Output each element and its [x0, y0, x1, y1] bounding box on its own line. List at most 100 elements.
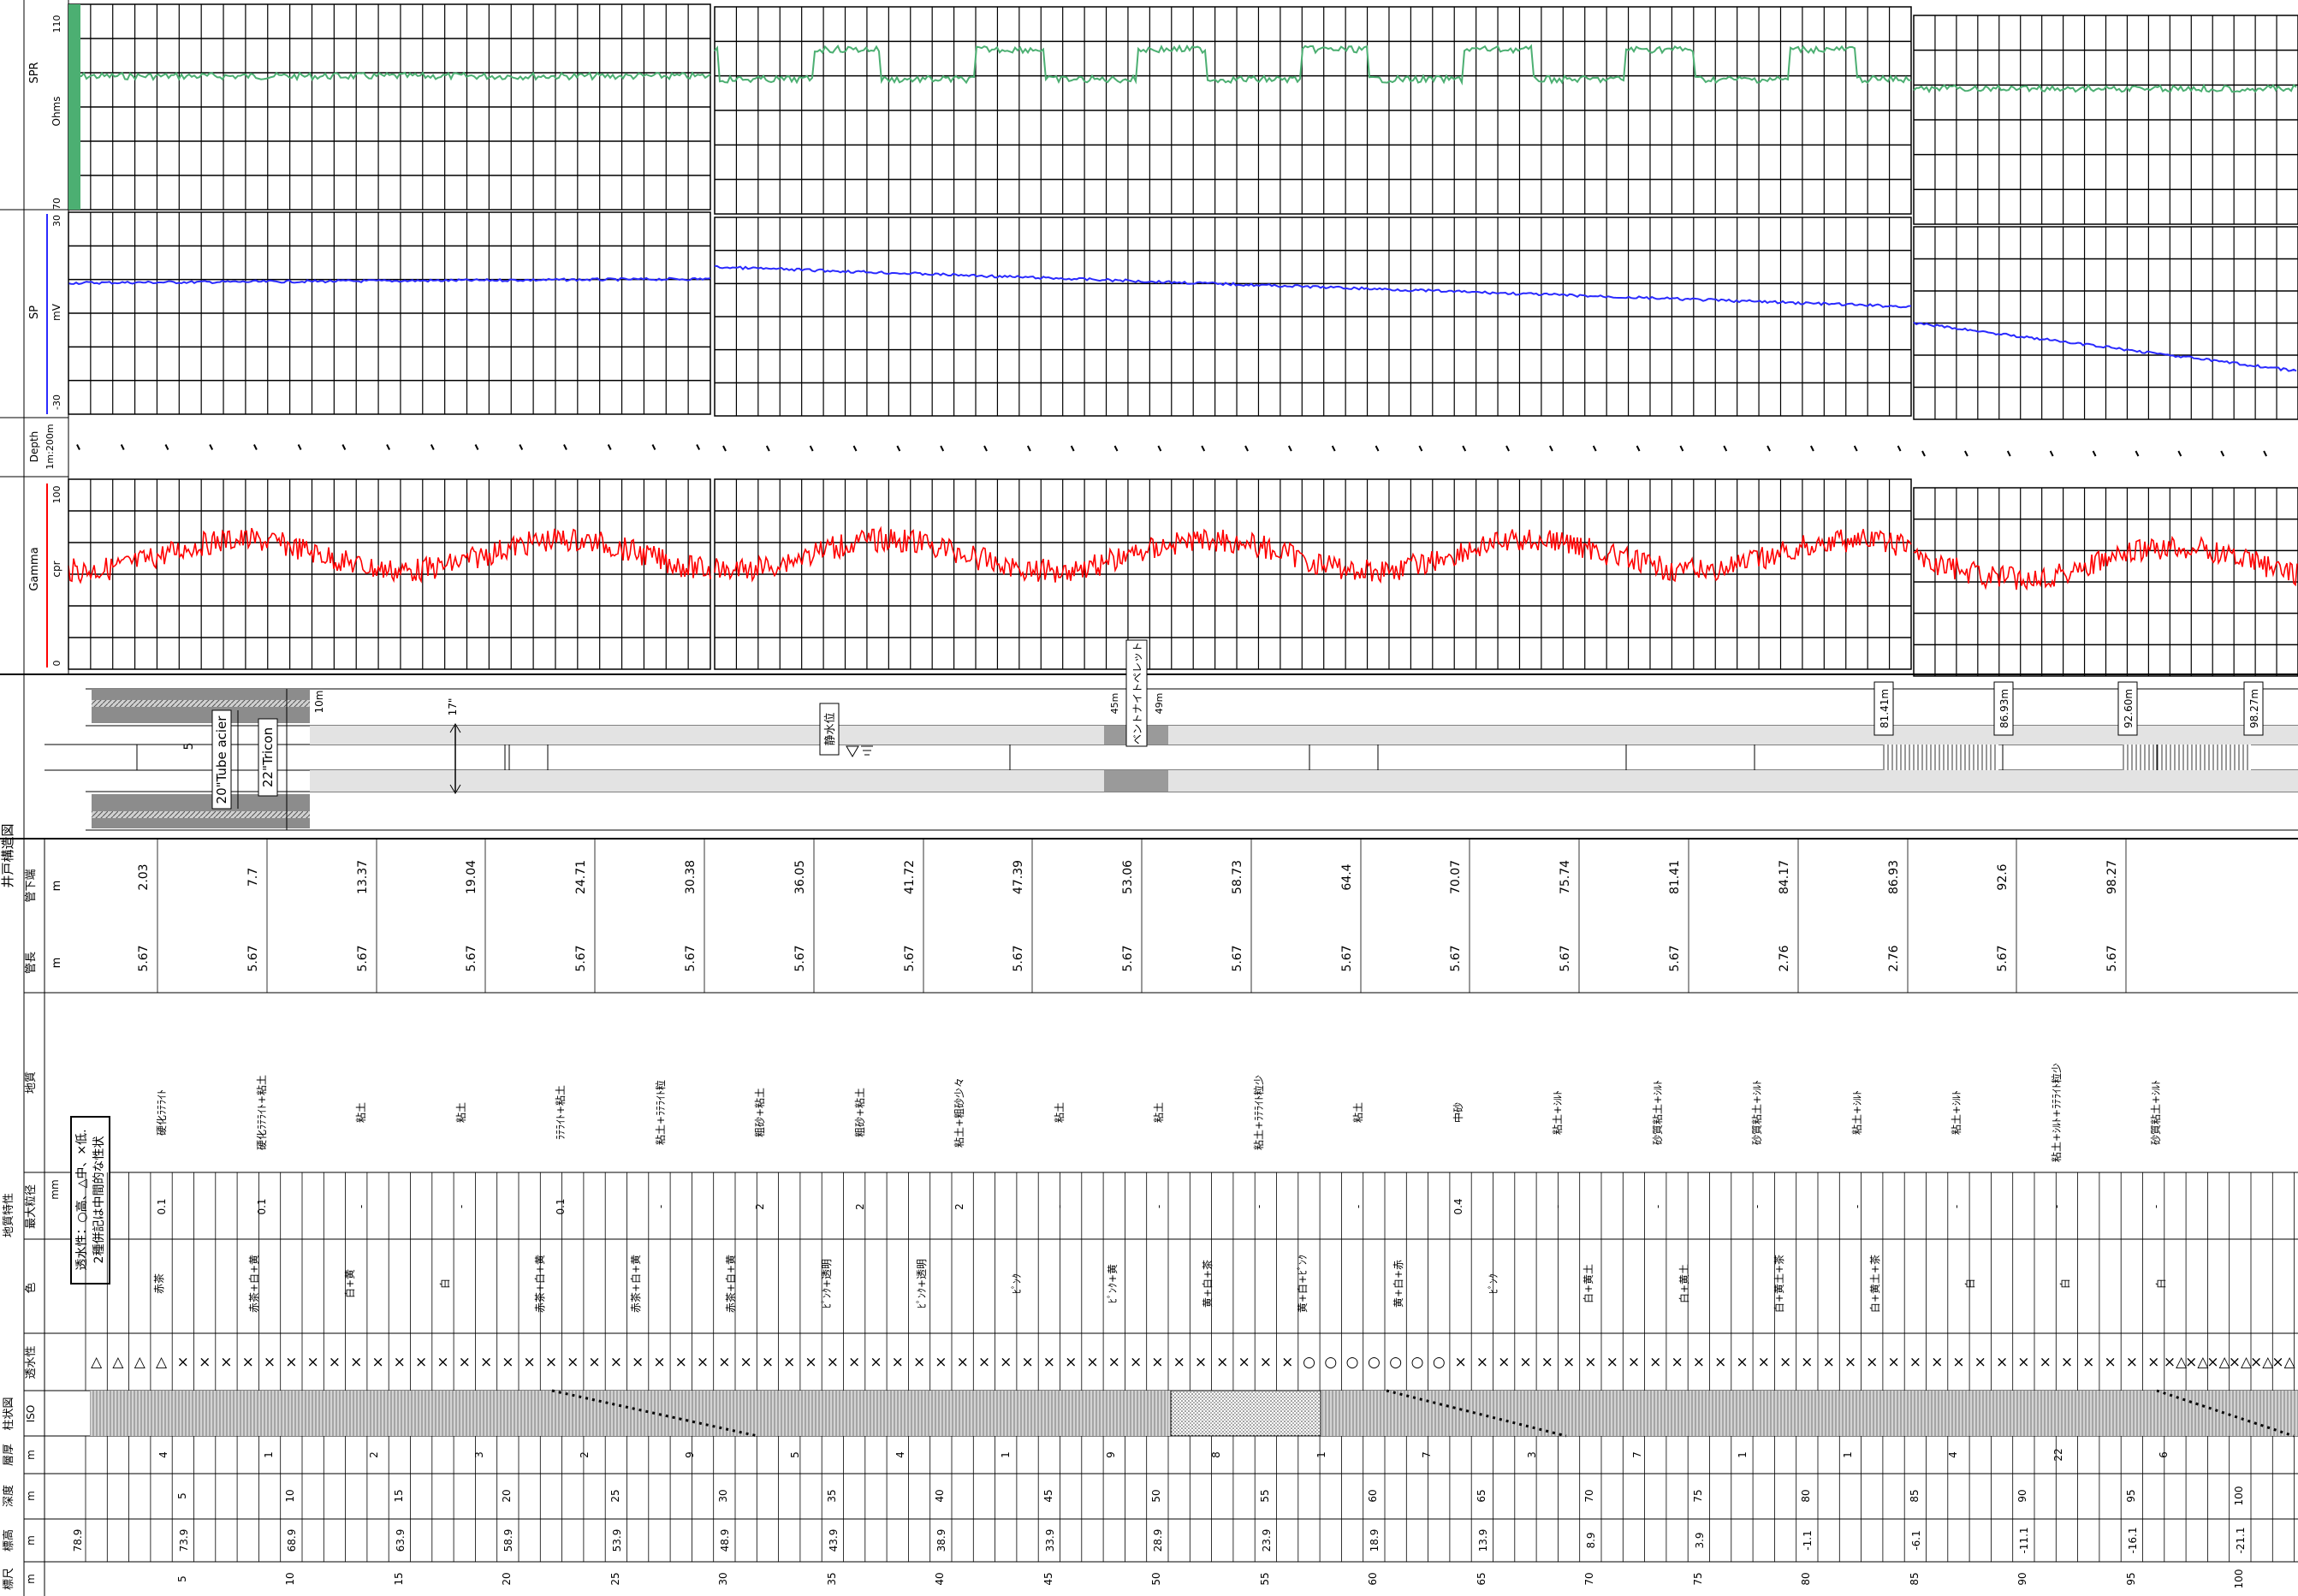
spr-fill-bar [68, 4, 80, 210]
color-12: 黄+白+茶 [1201, 1260, 1214, 1308]
color-6: 赤茶+白+黄 [629, 1255, 642, 1313]
depth-tick-10: 50 [1150, 1489, 1162, 1502]
scale-tick-17: 85 [1909, 1572, 1921, 1585]
screen-label-2: 86.93m [1998, 689, 2010, 728]
unit-layer-thickness: m [25, 1450, 37, 1460]
depth-tick-16: 80 [1800, 1489, 1812, 1502]
permeability-symbol-10: × [285, 1354, 297, 1371]
pipe-bottom-17: 86.93 [1887, 860, 1901, 894]
depth-tick-11: 55 [1259, 1489, 1271, 1502]
color-19: 白+黄土+茶 [1868, 1255, 1881, 1313]
layer-thickness-10: 9 [1105, 1451, 1117, 1458]
permeability-symbol-15: × [394, 1354, 406, 1371]
permeability-symbol-74: × [1671, 1354, 1683, 1371]
spr-curve-2 [714, 44, 1912, 86]
permeability-symbol-19: × [480, 1354, 492, 1371]
spr-track-name: SPR [28, 62, 41, 83]
color-14: 黄+白+赤 [1392, 1260, 1404, 1308]
permeability-symbol-82: × [1844, 1354, 1856, 1371]
spr-curve-3 [1913, 83, 2297, 94]
grain-6: - [655, 1205, 667, 1208]
permeability-symbol-83: × [1866, 1354, 1878, 1371]
pipe-bottom-3: 13.37 [356, 860, 370, 894]
scale-tick-12: 60 [1367, 1572, 1379, 1585]
pipe-bottom-4: 19.04 [465, 860, 478, 894]
spr-curve-1 [68, 71, 711, 82]
permeability-symbol-48: × [1108, 1354, 1120, 1371]
depth-tick-19: 95 [2125, 1489, 2137, 1502]
pipe-length-2: 5.67 [246, 945, 260, 971]
layer-thickness-1: 4 [157, 1451, 169, 1458]
pipe-bottom-9: 47.39 [1012, 860, 1025, 894]
elevation-19: -11.1 [2018, 1527, 2030, 1553]
layer-thickness-6: 9 [684, 1451, 696, 1458]
unit-depth: m [25, 1491, 37, 1501]
screen-2 [2123, 745, 2251, 770]
color-1: 赤茶 [152, 1273, 165, 1294]
permeability-symbol-93: × [2082, 1354, 2094, 1371]
gamma-curve-3 [1913, 535, 2298, 591]
gamma-min-label: 0 [51, 661, 62, 667]
label-geology-characteristics: 地質特性 [3, 1193, 15, 1237]
pipe-length-11: 5.67 [1231, 945, 1244, 971]
unit-iso: ISO [25, 1405, 37, 1423]
permeability-symbol-58: ○ [1324, 1354, 1337, 1371]
depth-tick-3: 15 [393, 1489, 405, 1502]
grain-1: 0.1 [156, 1198, 168, 1214]
pipe-length-6: 5.67 [684, 945, 698, 971]
permeability-symbol-76: × [1714, 1354, 1726, 1371]
permeability-symbol-33: × [783, 1354, 795, 1371]
permeability-symbol-5: × [177, 1354, 189, 1371]
depth-tick-6: 30 [717, 1489, 729, 1502]
permeability-symbol-14: × [371, 1354, 383, 1371]
grain-3: - [355, 1205, 367, 1208]
sp-track-name: SP [28, 306, 41, 319]
layer-thickness-9: 1 [1000, 1451, 1012, 1458]
permeability-symbol-81: × [1823, 1354, 1835, 1371]
pipe-bottom-19: 98.27 [2105, 860, 2119, 894]
permeability-symbol-35: × [827, 1354, 839, 1371]
permeability-symbol-69: × [1563, 1354, 1575, 1371]
color-3: 白+黄 [343, 1269, 356, 1298]
permeability-symbol-21: × [523, 1354, 535, 1371]
permeability-symbol-51: × [1173, 1354, 1185, 1371]
scale-tick-1: 5 [176, 1575, 188, 1582]
permeability-symbol-94: × [2104, 1354, 2116, 1371]
water-level-icon [846, 745, 859, 757]
color-13: 黄+白+ﾋﾟﾝｸ [1296, 1255, 1309, 1313]
geology-2: 硬化ﾗﾃﾗｲﾄ+粘土 [255, 1075, 268, 1150]
permeability-symbol-102: ×△ [2271, 1354, 2295, 1371]
diameter-label: 17" [447, 698, 459, 716]
permeability-symbol-72: × [1628, 1354, 1640, 1371]
depth-tick-15: 75 [1692, 1489, 1704, 1502]
pipe-bottom-16: 84.17 [1778, 860, 1791, 894]
permeability-symbol-92: × [2061, 1354, 2073, 1371]
grain-8: 2 [854, 1203, 866, 1210]
permeability-symbol-64: × [1454, 1354, 1466, 1371]
permeability-symbol-87: × [1952, 1354, 1964, 1371]
color-22: 白 [2154, 1279, 2167, 1289]
permeability-symbol-6: × [199, 1354, 211, 1371]
layer-thickness-5: 2 [579, 1451, 591, 1458]
permeability-symbol-86: × [1931, 1354, 1943, 1371]
pipe-bottom-8: 41.72 [903, 860, 917, 894]
geology-10: 粘土 [1053, 1102, 1066, 1123]
static-water-label: 静水位 [824, 712, 837, 745]
permeability-symbol-79: × [1779, 1354, 1791, 1371]
permeability-symbol-68: × [1541, 1354, 1553, 1371]
label-column: 柱状図 [3, 1397, 15, 1430]
permeability-symbol-61: ○ [1389, 1354, 1402, 1371]
depth-track-unit: 1m:200m [45, 424, 56, 469]
permeability-symbol-84: × [1887, 1354, 1899, 1371]
permeability-symbol-96: × [2147, 1354, 2159, 1371]
layer-thickness-15: 7 [1631, 1451, 1643, 1458]
pipe-length-3: 5.67 [356, 945, 370, 971]
data-table: 管下端 m 管長 m 地質特性 地質 最大粒径 mm 色 透水性 柱状図 ISO… [0, 838, 2298, 1590]
color-5: 赤茶+白+黄 [533, 1255, 546, 1313]
pipe-bottom-13: 70.07 [1449, 860, 1463, 894]
sp-min-label: -30 [51, 395, 62, 410]
grain-9: 2 [953, 1203, 965, 1210]
label-permeability: 透水性 [25, 1345, 38, 1379]
pipe-bottom-18: 92.6 [1996, 863, 2010, 890]
geology-4: 粘土 [454, 1102, 467, 1123]
